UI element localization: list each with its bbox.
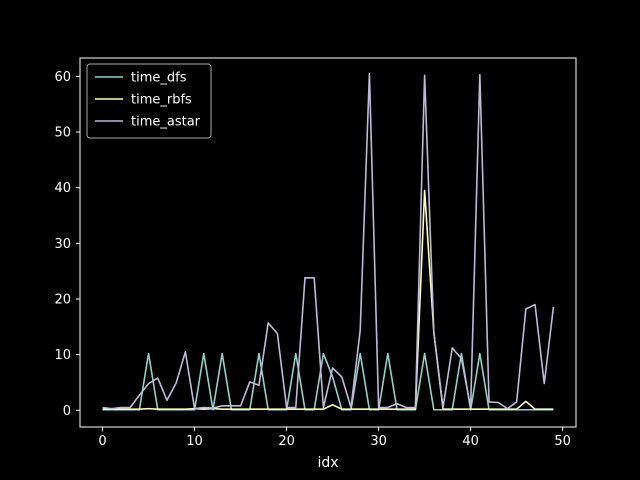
x-axis-label: idx [317,455,338,471]
x-tick-label: 30 [370,434,387,449]
y-tick-label: 60 [54,70,71,85]
legend-label-time_rbfs: time_rbfs [131,93,192,108]
x-tick-label: 40 [462,434,479,449]
series-layer [102,72,555,411]
y-tick-label: 10 [54,348,71,363]
y-axis-ticks: 0 10 20 30 40 50 60 [54,70,80,419]
y-tick-label: 0 [63,404,71,419]
legend: time_dfs time_rbfs time_astar [86,63,212,139]
y-tick-label: 30 [54,237,71,252]
legend-label-time_astar: time_astar [131,115,201,130]
y-tick-label: 20 [54,292,71,307]
x-axis-ticks: 0 10 20 30 40 50 [98,427,571,449]
axes-frame [79,57,577,428]
x-tick-label: 0 [98,434,106,449]
x-tick-label: 10 [186,434,203,449]
y-tick-label: 40 [54,181,71,196]
x-tick-label: 20 [278,434,295,449]
legend-box [86,63,212,139]
series-line-time_rbfs [102,189,554,410]
legend-label-time_dfs: time_dfs [131,71,187,86]
x-tick-label: 50 [554,434,571,449]
y-tick-label: 50 [54,126,71,141]
series-line-time_astar [102,72,555,410]
